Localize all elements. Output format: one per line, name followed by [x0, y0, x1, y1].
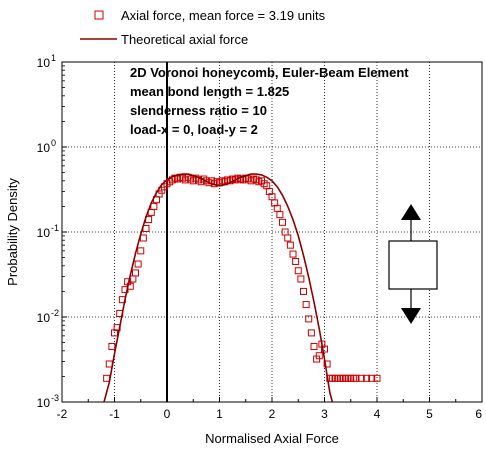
data-point-square: [368, 374, 376, 382]
annotation-line-4: load-x = 0, load-y = 2: [130, 122, 258, 137]
data-point-square: [284, 234, 292, 242]
data-point-square: [292, 257, 300, 265]
arrow-down-icon: [401, 308, 421, 324]
annotation-line-2: mean bond length = 1.825: [130, 84, 289, 99]
annotation-block: 2D Voronoi honeycomb, Euler-Beam Element…: [130, 65, 409, 137]
y-tick-label-base: 10: [37, 56, 51, 70]
data-point-square: [139, 234, 147, 242]
data-point-square: [108, 342, 116, 350]
x-tick-label: 1: [216, 407, 223, 421]
y-tick-label-exponent: -2: [51, 308, 59, 318]
y-tick-label-base: 10: [37, 141, 51, 155]
data-point-square: [297, 275, 305, 283]
arrow-up-icon: [401, 204, 421, 220]
x-tick-label: 3: [321, 407, 328, 421]
data-point-square: [105, 360, 113, 368]
annotation-line-1: 2D Voronoi honeycomb, Euler-Beam Element: [130, 65, 409, 80]
y-tick-label-base: 10: [37, 396, 51, 410]
legend-label-scatter: Axial force, mean force = 3.19 units: [121, 8, 326, 23]
data-point-square: [363, 374, 370, 382]
y-axis-label: Probability Density: [5, 178, 20, 286]
scatter-series: [103, 173, 381, 382]
data-point-square: [137, 247, 145, 255]
load-diagram: [388, 204, 438, 324]
data-point-square: [286, 241, 294, 249]
data-point-square: [307, 329, 315, 337]
x-tick-label: 4: [374, 407, 381, 421]
x-tick-label: -1: [109, 407, 120, 421]
x-tick-label: 0: [164, 407, 171, 421]
data-point-square: [300, 287, 307, 295]
data-point-square: [150, 202, 158, 210]
data-point-square: [310, 342, 318, 350]
load-box: [388, 240, 438, 290]
y-tick-label-exponent: 0: [51, 138, 56, 148]
grid: [62, 62, 482, 402]
data-point-square: [289, 250, 297, 258]
x-tick-label: 6: [475, 407, 482, 421]
data-point-square: [373, 374, 381, 382]
data-point-square: [103, 374, 111, 382]
data-point-square: [321, 345, 328, 353]
theoretical-curve: [103, 173, 334, 403]
data-point-square: [323, 360, 331, 368]
y-tick-label-exponent: -3: [51, 393, 59, 403]
y-tick-label-exponent: 1: [51, 53, 56, 63]
data-point-square: [279, 218, 286, 226]
y-tick-label-exponent: -1: [51, 223, 59, 233]
data-point-square: [352, 374, 360, 382]
x-axis-label: Normalised Axial Force: [205, 431, 339, 446]
x-tick-label: 2: [269, 407, 276, 421]
y-tick-label-base: 10: [37, 311, 51, 325]
data-point-square: [276, 211, 284, 219]
data-point-square: [302, 301, 310, 309]
data-point-square: [305, 315, 313, 323]
legend: Axial force, mean force = 3.19 units The…: [80, 8, 326, 47]
x-tick-label: -2: [57, 407, 68, 421]
x-tick-label: 5: [426, 407, 433, 421]
data-point-square: [132, 269, 139, 277]
x-axis: -2 -1 0 1 2 3 4 5 6: [57, 397, 483, 421]
data-point-square: [294, 267, 302, 275]
data-point-square: [357, 374, 365, 382]
legend-label-theory: Theoretical axial force: [121, 32, 248, 47]
y-tick-label-base: 10: [37, 226, 51, 240]
legend-marker-square: [94, 10, 104, 20]
annotation-line-3: slenderness ratio = 10: [130, 103, 267, 118]
data-point-square: [134, 260, 142, 268]
data-point-square: [315, 352, 323, 360]
